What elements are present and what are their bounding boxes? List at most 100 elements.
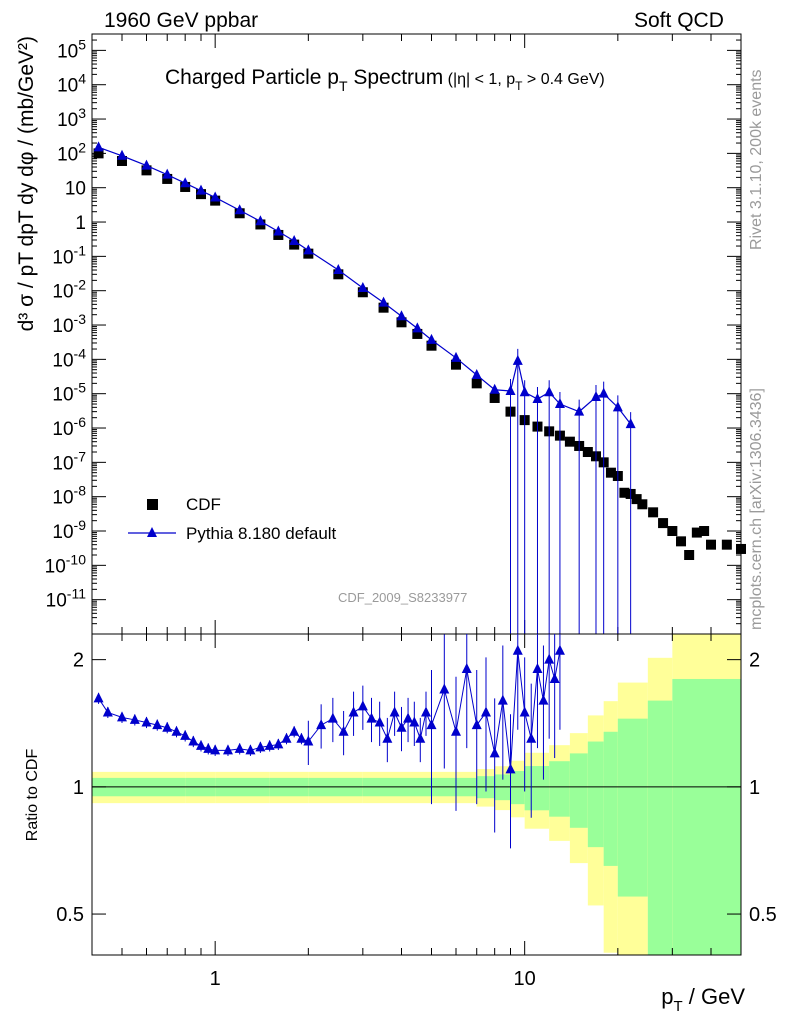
ratio-point	[327, 712, 338, 723]
cdf-point	[721, 539, 732, 550]
band-inner	[617, 718, 648, 897]
cdf-point	[162, 173, 173, 184]
header-left: 1960 GeV ppbar	[104, 9, 259, 32]
cdf-point	[93, 148, 104, 159]
cdf-point	[471, 378, 482, 389]
pythia-point	[412, 322, 423, 333]
cdf-point	[396, 317, 407, 328]
ratio-axis-label: Ratio to CDF	[24, 749, 41, 842]
ratio-point	[316, 719, 327, 730]
cdf-point	[658, 518, 669, 529]
cdf-point	[648, 507, 659, 518]
cdf-point	[619, 487, 630, 498]
pythia-point	[612, 401, 623, 412]
ratio-point	[234, 742, 245, 753]
ratio-point	[116, 711, 127, 722]
y-tick-label: 103	[57, 105, 86, 131]
y-tick-label: 10-1	[52, 242, 86, 268]
pythia-point	[273, 225, 284, 236]
y-tick-label: 104	[57, 71, 86, 97]
mcplots-label: mcplots.cern.ch [arXiv:1306.3436]	[748, 388, 765, 630]
band-inner	[510, 771, 525, 805]
ratio-point	[461, 663, 472, 674]
legend-cdf-marker	[147, 499, 158, 510]
ratio-point	[273, 738, 284, 749]
ratio-point	[348, 706, 359, 717]
cdf-point	[489, 392, 500, 403]
ratio-point	[497, 694, 508, 705]
y-axis-label: d³ σ / pT dpT dy dφ / (mb/GeV²)	[15, 36, 38, 331]
ratio-point	[374, 716, 385, 727]
cdf-point	[631, 494, 642, 505]
pythia-point	[255, 215, 266, 226]
x-axis-label: pT / GeV	[661, 984, 745, 1015]
cdf-point	[706, 539, 717, 550]
y-tick-label: 10	[65, 179, 86, 200]
y-tick-label: 10-6	[52, 414, 86, 440]
pythia-point	[574, 405, 585, 416]
pythia-point	[554, 398, 565, 409]
pythia-point	[357, 281, 368, 292]
pythia-point	[162, 168, 173, 179]
cdf-point	[684, 550, 695, 561]
pythia-point	[141, 159, 152, 170]
band-inner	[603, 731, 618, 866]
ratio-point	[289, 725, 300, 736]
y-tick-label: 10-5	[52, 380, 86, 406]
ratio-point	[255, 741, 266, 752]
y-tick-label: 1	[73, 777, 84, 799]
cdf-point	[605, 467, 616, 478]
pythia-point	[519, 386, 530, 397]
y-tick-label-right: 1	[749, 777, 760, 799]
pythia-point	[396, 310, 407, 321]
band-inner	[647, 700, 673, 955]
ratio-frame	[91, 633, 742, 956]
header-right: Soft QCD	[634, 9, 724, 32]
ratio-point	[409, 716, 420, 727]
pythia-point	[234, 204, 245, 215]
ratio-point	[102, 706, 113, 717]
y-tick-label: 2	[73, 650, 84, 672]
pythia-point	[590, 391, 601, 402]
pythia-point	[196, 184, 207, 195]
analysis-label: CDF_2009_S8233977	[338, 590, 468, 605]
y-tick-label-right: 0.5	[749, 904, 777, 926]
cdf-point	[637, 499, 648, 510]
pythia-point	[532, 393, 543, 404]
ratio-line	[98, 650, 561, 770]
cdf-point	[451, 359, 462, 370]
ratio-point	[203, 742, 214, 753]
ratio-point	[93, 692, 104, 703]
y-tick-label: 10-2	[52, 277, 86, 303]
cdf-point	[699, 526, 710, 537]
ratio-point	[210, 744, 221, 755]
y-tick-label: 1	[75, 213, 86, 234]
pythia-point	[544, 386, 555, 397]
band-inner	[587, 741, 604, 848]
pythia-point	[378, 296, 389, 307]
ratio-point	[222, 744, 233, 755]
cdf-point	[667, 526, 678, 537]
x-tick-label: 1	[210, 968, 221, 990]
y-tick-label: 0.5	[56, 904, 84, 926]
pythia-point	[426, 333, 437, 344]
cdf-point	[736, 543, 746, 554]
cdf-point	[564, 436, 575, 447]
ratio-plot: 1 10 0.5 0.5 1 1 2 2 pT / GeV Ratio to CDF	[24, 633, 777, 1015]
cdf-point	[357, 287, 368, 298]
pythia-point	[505, 384, 516, 395]
pythia-point	[625, 418, 636, 429]
ratio-point	[303, 735, 314, 746]
band-inner	[524, 766, 550, 811]
ratio-point	[554, 644, 565, 655]
y-tick-label: 10-7	[52, 448, 86, 474]
rivet-label: Rivet 3.1.10, 200k events	[748, 69, 765, 250]
legend-pythia-label: Pythia 8.180 default	[186, 524, 337, 543]
ratio-point	[152, 719, 163, 730]
band-inner	[672, 678, 741, 955]
chart-title: Charged Particle pT Spectrum (|η| < 1, p…	[165, 66, 605, 94]
pythia-point	[116, 149, 127, 160]
ratio-point	[264, 739, 275, 750]
main-plot: 10510410310210110-110-210-310-410-510-61…	[15, 33, 746, 635]
